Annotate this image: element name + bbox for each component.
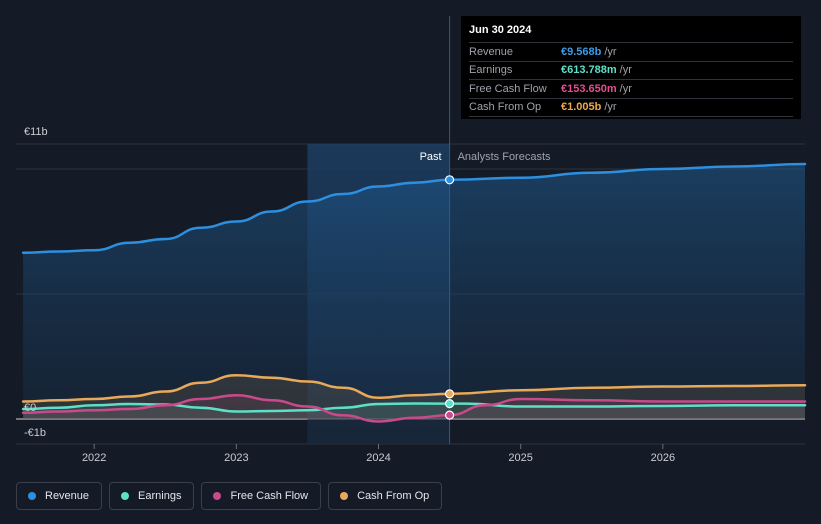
chart-area: Past Analysts Forecasts €11b€0-€1b 2022 2…	[16, 16, 807, 464]
x-axis-label: 2026	[651, 452, 675, 464]
cash-from-op-area	[23, 375, 806, 419]
legend-label: Earnings	[138, 490, 182, 502]
earnings-highlight-point	[444, 399, 455, 409]
legend-item-cash-from-op[interactable]: Cash From Op	[328, 482, 443, 510]
x-axis-label: 2023	[224, 452, 248, 464]
free-cash-flow-line	[21, 393, 807, 423]
tooltip-row-cash-from-op: Cash From Op €1.005b /yr	[469, 97, 793, 117]
x-axis: 2022 2023 2024 2025 2026	[82, 444, 675, 464]
tooltip-row-unit: /yr	[604, 45, 617, 58]
highlight-markers	[444, 175, 455, 420]
x-axis-label: 2025	[508, 452, 532, 464]
legend-label: Cash From Op	[357, 490, 430, 502]
tooltip: Jun 30 2024 Revenue €9.568b /yr Earnings…	[461, 16, 801, 119]
y-axis-label: €0	[24, 402, 36, 414]
past-label: Past	[420, 151, 442, 163]
tooltip-row-free-cash-flow: Free Cash Flow €153.650m /yr	[469, 79, 793, 98]
x-axis-label: 2022	[82, 452, 106, 464]
legend-item-revenue[interactable]: Revenue	[16, 482, 103, 510]
free-cash-flow-area	[23, 395, 806, 422]
cash-from-op-dot-icon	[340, 492, 349, 500]
tooltip-row-unit: /yr	[619, 64, 632, 77]
free-cash-flow-dot-icon	[213, 492, 222, 500]
tooltip-row-label: Earnings	[469, 64, 513, 77]
x-axis-label: 2024	[366, 452, 390, 464]
tooltip-row-value: €613.788m	[561, 64, 617, 77]
y-axis-label: -€1b	[24, 427, 46, 439]
tooltip-row-earnings: Earnings €613.788m /yr	[469, 60, 793, 80]
revenue-area	[23, 164, 806, 419]
legend-item-earnings[interactable]: Earnings	[109, 482, 195, 510]
tooltip-row-label: Free Cash Flow	[469, 82, 547, 95]
legend: Revenue Earnings Free Cash Flow Cash Fro…	[16, 482, 443, 510]
earnings-dot-icon	[121, 492, 130, 500]
cash-from-op-highlight-point	[444, 389, 455, 399]
tooltip-row-value: €9.568b	[561, 45, 602, 58]
cash-from-op-line	[21, 373, 807, 403]
series-areas	[23, 164, 806, 422]
legend-label: Revenue	[45, 490, 90, 502]
tooltip-row-value: €1.005b	[561, 101, 602, 114]
revenue-line	[21, 162, 807, 254]
y-axis-labels: €11b €0 -€1b	[24, 126, 48, 439]
free-cash-flow-highlight-point	[444, 410, 455, 420]
tooltip-row-value: €153.650m	[561, 82, 617, 95]
legend-item-free-cash-flow[interactable]: Free Cash Flow	[201, 482, 322, 510]
tooltip-date: Jun 30 2024	[469, 24, 532, 36]
revenue-dot-icon	[28, 492, 36, 500]
revenue-highlight-point	[444, 175, 455, 185]
tooltip-row-label: Revenue	[469, 45, 514, 58]
legend-label: Free Cash Flow	[230, 490, 309, 502]
earnings-line	[21, 402, 807, 413]
tooltip-row-unit: /yr	[604, 101, 617, 114]
tooltip-row-label: Cash From Op	[469, 101, 542, 114]
y-axis-label: €11b	[24, 126, 48, 138]
analysts-forecasts-label: Analysts Forecasts	[458, 151, 551, 163]
tooltip-row-revenue: Revenue €9.568b /yr	[469, 42, 793, 61]
series-lines	[21, 162, 807, 423]
tooltip-row-unit: /yr	[619, 82, 632, 95]
